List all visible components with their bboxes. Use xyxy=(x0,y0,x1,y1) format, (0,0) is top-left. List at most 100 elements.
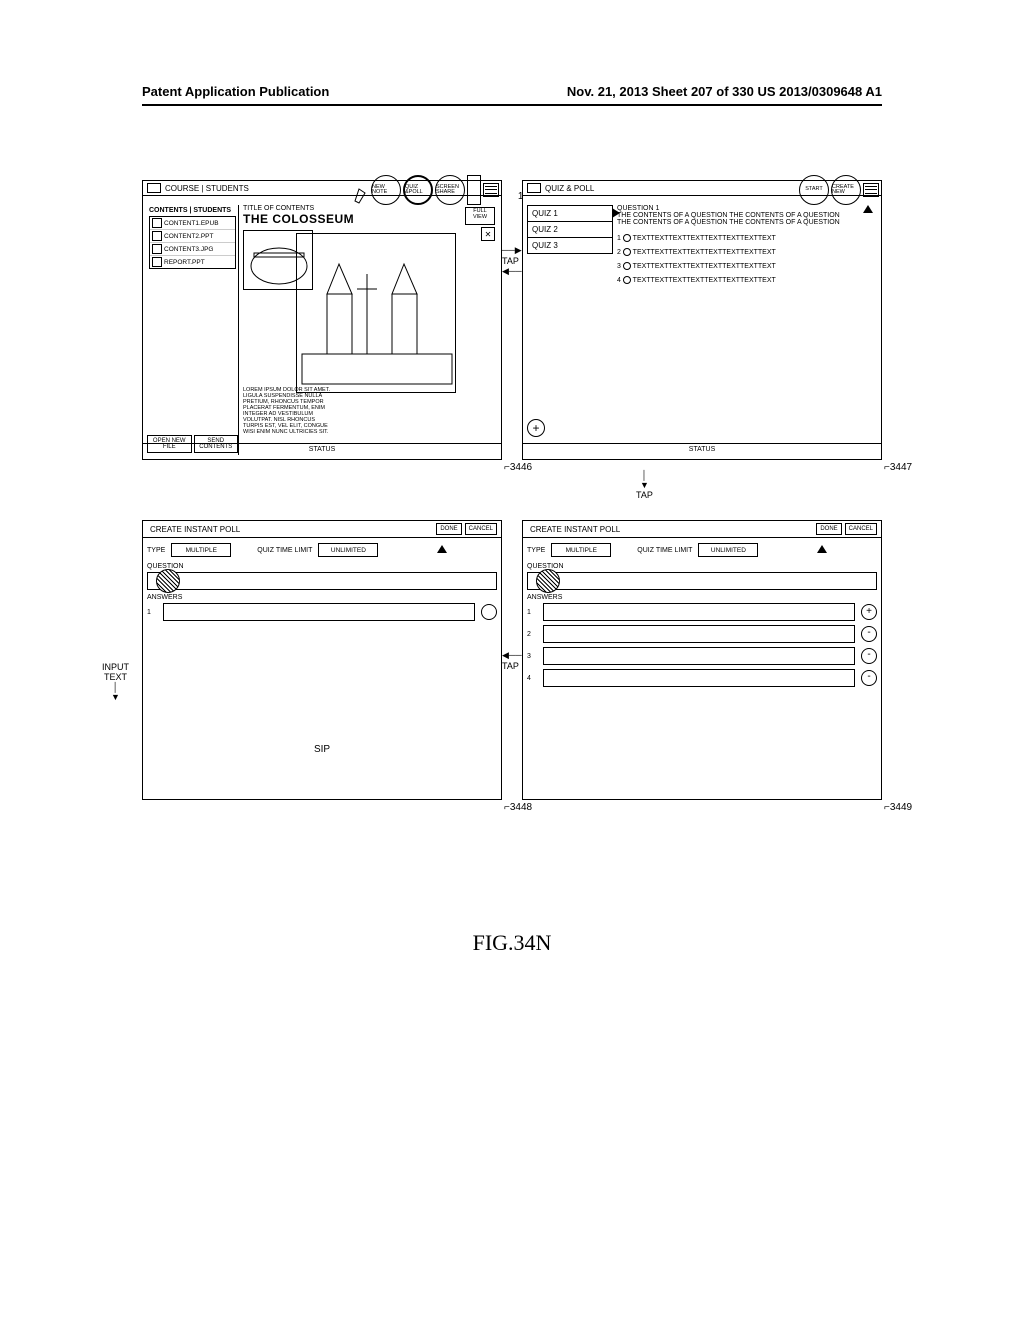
screen-share-button[interactable]: SCREEN SHARE xyxy=(435,175,465,205)
expand-icon[interactable] xyxy=(467,175,481,205)
poll-body: TYPE MULTIPLE QUIZ TIME LIMIT UNLIMITED … xyxy=(147,543,497,795)
sip-label: SIP xyxy=(314,744,330,755)
answer-option[interactable]: 3 TEXTTEXTTEXTTEXTTEXTTEXTTEXTTEXT xyxy=(617,262,877,270)
answers-label: ANSWERS xyxy=(527,594,877,601)
timelimit-label: QUIZ TIME LIMIT xyxy=(637,547,692,554)
bookmark-icon xyxy=(527,183,541,193)
panel-a-title: COURSE | STUDENTS xyxy=(165,184,249,193)
remove-answer-button[interactable]: - xyxy=(861,670,877,686)
status-bar: STATUS xyxy=(523,443,881,459)
tap-arrow: ◀──TAP xyxy=(502,650,522,671)
question-input[interactable] xyxy=(527,572,877,590)
content-title-small: TITLE OF CONTENTS xyxy=(243,205,497,212)
question-input[interactable] xyxy=(147,572,497,590)
cancel-button[interactable]: CANCEL xyxy=(845,523,877,535)
full-view-button[interactable]: FULL VIEW xyxy=(465,207,495,225)
create-new-button[interactable]: CREATE NEW xyxy=(831,175,861,205)
quiz-poll-button[interactable]: QUIZ &POLL xyxy=(403,175,433,205)
header-left: Patent Application Publication xyxy=(142,84,329,99)
tri-icon xyxy=(863,205,873,213)
input-text-arrow: INPUT TEXT│▼ xyxy=(102,652,129,702)
add-button[interactable]: + xyxy=(527,419,545,437)
answer-row: 4- xyxy=(527,669,877,687)
quiz-item[interactable]: QUIZ 1 xyxy=(527,205,613,222)
file-item[interactable]: CONTENT2.PPT xyxy=(150,230,235,243)
hatched-cursor-icon xyxy=(536,569,560,593)
remove-answer-button[interactable]: - xyxy=(861,626,877,642)
answer-input[interactable] xyxy=(543,647,855,665)
answer-input[interactable] xyxy=(543,669,855,687)
page: Patent Application Publication Nov. 21, … xyxy=(0,0,1024,1320)
timelimit-label: QUIZ TIME LIMIT xyxy=(257,547,312,554)
poll-body: TYPE MULTIPLE QUIZ TIME LIMIT UNLIMITED … xyxy=(527,543,877,795)
answer-option[interactable]: 2 TEXTTEXTTEXTTEXTTEXTTEXTTEXTTEXT xyxy=(617,248,877,256)
file-icon xyxy=(152,257,162,267)
bookmark-icon xyxy=(147,183,161,193)
file-icon xyxy=(152,231,162,241)
quiz-sidebar: QUIZ 1 QUIZ 2 QUIZ 3 xyxy=(527,205,613,439)
type-select[interactable]: MULTIPLE xyxy=(551,543,611,557)
new-note-button[interactable]: NEW NOTE xyxy=(371,175,401,205)
tri-icon xyxy=(612,208,620,218)
ref-3447: ⌐3447 xyxy=(884,462,912,473)
answer-row: 2- xyxy=(527,625,877,643)
quiz-item[interactable]: QUIZ 3 xyxy=(527,237,613,254)
tap-arrow: ──▶TAP◀── xyxy=(502,245,522,277)
header-rule xyxy=(142,104,882,106)
panel-create-poll-d: CREATE INSTANT POLL DONE CANCEL TYPE MUL… xyxy=(522,520,882,800)
start-button[interactable]: START xyxy=(799,175,829,205)
poll-title: CREATE INSTANT POLL xyxy=(150,525,240,534)
question-label: QUESTION xyxy=(147,563,497,570)
panel-create-poll-c: CREATE INSTANT POLL DONE CANCEL TYPE MUL… xyxy=(142,520,502,800)
answer-option[interactable]: 1 TEXTTEXTTEXTTEXTTEXTTEXTTEXTTEXT xyxy=(617,234,877,242)
file-icon xyxy=(152,218,162,228)
file-item[interactable]: REPORT.PPT xyxy=(150,256,235,268)
timelimit-select[interactable]: UNLIMITED xyxy=(698,543,758,557)
sidebar-header: CONTENTS | STUDENTS xyxy=(149,207,236,214)
answer-input[interactable] xyxy=(163,603,475,621)
answer-list: 1 TEXTTEXTTEXTTEXTTEXTTEXTTEXTTEXT 2 TEX… xyxy=(617,234,877,284)
answer-input[interactable] xyxy=(543,625,855,643)
header-right: Nov. 21, 2013 Sheet 207 of 330 US 2013/0… xyxy=(567,84,882,99)
poll-title: CREATE INSTANT POLL xyxy=(530,525,620,534)
question-title: QUESTION 1 xyxy=(617,205,877,212)
panel-course: COURSE | STUDENTS NEW NOTE QUIZ &POLL SC… xyxy=(142,180,502,460)
answer-option[interactable]: 4 TEXTTEXTTEXTTEXTTEXTTEXTTEXTTEXT xyxy=(617,276,877,284)
timelimit-select[interactable]: UNLIMITED xyxy=(318,543,378,557)
type-select[interactable]: MULTIPLE xyxy=(171,543,231,557)
quiz-main: QUESTION 1 THE CONTENTS OF A QUESTION TH… xyxy=(617,205,877,439)
poll-header: CREATE INSTANT POLL DONE CANCEL xyxy=(143,521,501,538)
ref-3446: ⌐3446 xyxy=(504,462,532,473)
tri-icon xyxy=(817,545,827,553)
pencil-icon[interactable] xyxy=(353,175,369,205)
panel-quiz-poll: QUIZ & POLL START CREATE NEW QUIZ 1 QUIZ… xyxy=(522,180,882,460)
answer-row: 3- xyxy=(527,647,877,665)
file-list: CONTENT1.EPUB CONTENT2.PPT CONTENT3.JPG … xyxy=(149,216,236,269)
opt-icon[interactable] xyxy=(481,604,497,620)
remove-answer-button[interactable]: - xyxy=(861,648,877,664)
panel-b-title: QUIZ & POLL xyxy=(545,184,594,193)
menu-icon[interactable] xyxy=(483,183,499,197)
panel-a-sidebar: CONTENTS | STUDENTS CONTENT1.EPUB CONTEN… xyxy=(147,205,239,455)
ref-3448: ⌐3448 xyxy=(504,802,532,813)
done-button[interactable]: DONE xyxy=(436,523,461,535)
figure-area: COURSE | STUDENTS NEW NOTE QUIZ &POLL SC… xyxy=(142,160,882,920)
close-button[interactable]: ✕ xyxy=(481,227,495,241)
answer-input[interactable] xyxy=(543,603,855,621)
menu-icon[interactable] xyxy=(863,183,879,197)
add-answer-button[interactable]: + xyxy=(861,604,877,620)
done-button[interactable]: DONE xyxy=(816,523,841,535)
cancel-button[interactable]: CANCEL xyxy=(465,523,497,535)
tap-arrow: │▼TAP xyxy=(636,470,653,500)
content-large-image xyxy=(296,233,456,393)
file-item[interactable]: CONTENT1.EPUB xyxy=(150,217,235,230)
figure-label: FIG.34N xyxy=(473,930,552,956)
hatched-cursor-icon xyxy=(156,569,180,593)
panel-a-toolbar: NEW NOTE QUIZ &POLL SCREEN SHARE xyxy=(353,175,499,205)
file-item[interactable]: CONTENT3.JPG xyxy=(150,243,235,256)
answers-label: ANSWERS xyxy=(147,594,497,601)
question-body: THE CONTENTS OF A QUESTION THE CONTENTS … xyxy=(617,212,877,226)
ref-3449: ⌐3449 xyxy=(884,802,912,813)
quiz-item[interactable]: QUIZ 2 xyxy=(527,221,613,238)
tri-icon xyxy=(437,545,447,553)
